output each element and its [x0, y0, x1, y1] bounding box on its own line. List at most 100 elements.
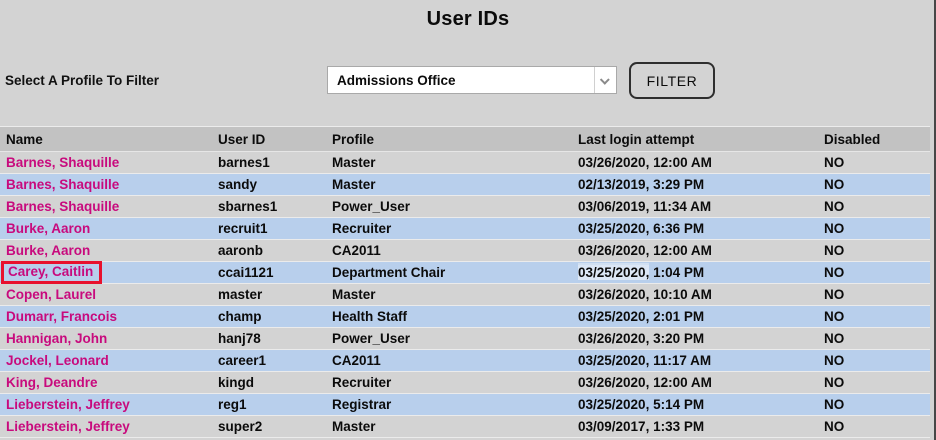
disabled-cell: NO [818, 151, 930, 174]
user-id-cell: master [212, 283, 326, 306]
name-cell: Burke, Aaron [0, 239, 212, 262]
column-header-last-login: Last login attempt [572, 126, 818, 152]
profile-filter-selected-value: Admissions Office [337, 72, 456, 88]
user-name-link[interactable]: Lieberstein, Jeffrey [6, 397, 130, 412]
name-cell: Lieberstein, Jeffrey [0, 415, 212, 438]
profile-cell: Registrar [326, 393, 572, 416]
user-id-cell: aaronb [212, 239, 326, 262]
disabled-cell: NO [818, 173, 930, 196]
user-ids-table: Name User ID Profile Last login attempt … [0, 126, 930, 438]
name-cell: Barnes, Shaquille [0, 195, 212, 218]
user-name-link[interactable]: King, Deandre [6, 375, 98, 390]
profile-cell: Master [326, 151, 572, 174]
last-login-cell: 03/26/2020, 3:20 PM [572, 327, 818, 350]
disabled-cell: NO [818, 415, 930, 438]
user-name-link[interactable]: Lieberstein, Jeffrey [6, 419, 130, 434]
table-row: Lieberstein, Jeffrey super2 Master 03/09/20… [0, 415, 930, 438]
profile-cell: Recruiter [326, 217, 572, 240]
name-cell: Lieberstein, Jeffrey [0, 393, 212, 416]
name-cell: Jockel, Leonard [0, 349, 212, 372]
disabled-cell: NO [818, 283, 930, 306]
table-row: King, Deandre kingd Recruiter 03/26/2020, 1… [0, 371, 930, 394]
profile-filter-dropdown[interactable]: Admissions Office [327, 66, 617, 94]
column-header-name: Name [0, 126, 212, 152]
disabled-cell: NO [818, 239, 930, 262]
user-name-link[interactable]: Copen, Laurel [6, 287, 97, 302]
profile-cell: Health Staff [326, 305, 572, 328]
table-row: Barnes, Shaquille barnes1 Master 03/26/2020… [0, 151, 930, 174]
user-name-link[interactable]: Barnes, Shaquille [6, 199, 120, 214]
chevron-down-icon [594, 67, 616, 93]
user-name-link[interactable]: Jockel, Leonard [6, 353, 109, 368]
user-id-cell: career1 [212, 349, 326, 372]
user-id-cell: ccai1121 [212, 261, 326, 284]
disabled-cell: NO [818, 261, 930, 284]
user-id-cell: hanj78 [212, 327, 326, 350]
table-row: Carey, Caitlin ccai1121 Department Chair 03… [0, 261, 930, 284]
disabled-cell: NO [818, 327, 930, 350]
profile-cell: CA2011 [326, 349, 572, 372]
table-row: Jockel, Leonard career1 CA2011 03/25/2020, … [0, 349, 930, 372]
name-cell: Copen, Laurel [0, 283, 212, 306]
name-cell: Hannigan, John [0, 327, 212, 350]
table-row: Burke, Aaron aaronb CA2011 03/26/2020, 12:0… [0, 239, 930, 262]
last-login-cell: 03/09/2017, 1:33 PM [572, 415, 818, 438]
disabled-cell: NO [818, 393, 930, 416]
disabled-cell: NO [818, 195, 930, 218]
user-id-cell: super2 [212, 415, 326, 438]
user-name-link[interactable]: Burke, Aaron [6, 243, 91, 258]
name-cell: Carey, Caitlin [0, 261, 212, 284]
table-row: Barnes, Shaquille sandy Master 02/13/2019, … [0, 173, 930, 196]
user-name-link[interactable]: Barnes, Shaquille [6, 177, 120, 192]
last-login-cell: 03/26/2020, 12:00 AM [572, 371, 818, 394]
table-row: Hannigan, John hanj78 Power_User 03/26/2020… [0, 327, 930, 350]
last-login-cell: 03/26/2020, 12:00 AM [572, 239, 818, 262]
user-id-cell: reg1 [212, 393, 326, 416]
column-header-disabled: Disabled [818, 126, 930, 152]
disabled-cell: NO [818, 371, 930, 394]
last-login-cell: 03/06/2019, 11:34 AM [572, 195, 818, 218]
table-row: Lieberstein, Jeffrey reg1 Registrar 03/25/2… [0, 393, 930, 416]
name-cell: Burke, Aaron [0, 217, 212, 240]
profile-cell: Master [326, 415, 572, 438]
last-login-cell: 03/25/2020, 6:36 PM [572, 217, 818, 240]
name-cell: Dumarr, Francois [0, 305, 212, 328]
table-row: Copen, Laurel master Master 03/26/2020, 10:… [0, 283, 930, 306]
window-right-edge [934, 0, 936, 440]
column-header-user-id: User ID [212, 126, 326, 152]
user-name-link[interactable]: Hannigan, John [6, 331, 108, 346]
table-body: Barnes, Shaquille barnes1 Master 03/26/2020… [0, 151, 930, 438]
last-login-cell: 03/25/2020, 11:17 AM [572, 349, 818, 372]
disabled-cell: NO [818, 217, 930, 240]
user-id-cell: sandy [212, 173, 326, 196]
last-login-cell: 03/26/2020, 12:00 AM [572, 151, 818, 174]
last-login-cell: 03/26/2020, 10:10 AM [572, 283, 818, 306]
profile-cell: CA2011 [326, 239, 572, 262]
table-header-row: Name User ID Profile Last login attempt … [0, 126, 930, 152]
user-name-link[interactable]: Carey, Caitlin [1, 261, 103, 284]
user-id-cell: recruit1 [212, 217, 326, 240]
user-id-cell: sbarnes1 [212, 195, 326, 218]
user-id-cell: kingd [212, 371, 326, 394]
last-login-cell: 02/13/2019, 3:29 PM [572, 173, 818, 196]
profile-cell: Department Chair [326, 261, 572, 284]
profile-cell: Master [326, 173, 572, 196]
user-name-link[interactable]: Barnes, Shaquille [6, 155, 120, 170]
user-name-link[interactable]: Dumarr, Francois [6, 309, 118, 324]
page-title: User IDs [426, 8, 510, 30]
name-cell: Barnes, Shaquille [0, 173, 212, 196]
user-id-cell: barnes1 [212, 151, 326, 174]
filter-button[interactable]: FILTER [629, 62, 715, 99]
last-login-cell: 03/25/2020, 1:04 PM [572, 261, 818, 284]
table-row: Barnes, Shaquille sbarnes1 Power_User 03/06… [0, 195, 930, 218]
profile-filter-label: Select A Profile To Filter [5, 73, 160, 88]
profile-cell: Power_User [326, 195, 572, 218]
last-login-cell: 03/25/2020, 2:01 PM [572, 305, 818, 328]
profile-cell: Master [326, 283, 572, 306]
user-name-link[interactable]: Burke, Aaron [6, 221, 91, 236]
table-row: Burke, Aaron recruit1 Recruiter 03/25/2020,… [0, 217, 930, 240]
disabled-cell: NO [818, 305, 930, 328]
user-id-cell: champ [212, 305, 326, 328]
last-login-cell: 03/25/2020, 5:14 PM [572, 393, 818, 416]
